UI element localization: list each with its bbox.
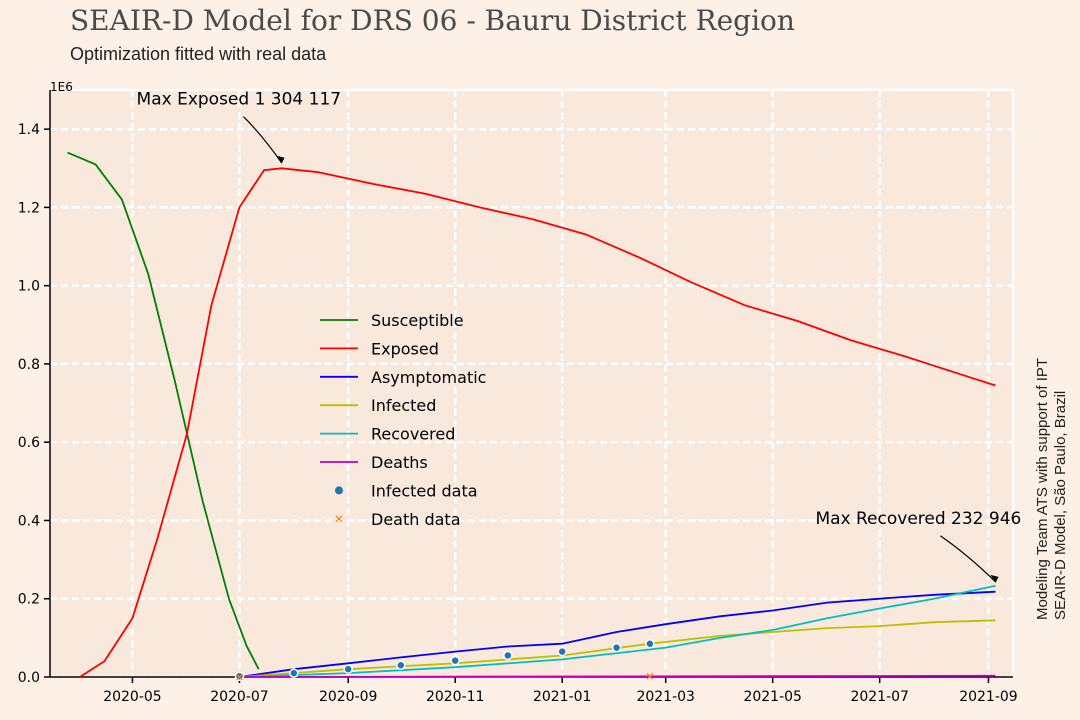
x-tick-label: 2020-07 [210, 689, 269, 705]
legend-label-exposed: Exposed [371, 339, 439, 358]
marker-infected-data [611, 642, 622, 653]
marker-infected-data [289, 668, 299, 678]
x-tick-label: 2021-03 [636, 689, 695, 705]
marker-infected-data [450, 655, 460, 666]
x-tick-label: 2021-07 [850, 689, 909, 705]
annotations: Max Exposed 1 304 117 Max Recovered 232 9… [137, 90, 1021, 583]
chart-title: SEAIR-D Model for DRS 06 - Bauru Distric… [70, 4, 795, 37]
series-line-deaths [239, 674, 996, 678]
credits-line-2: SEAIR-D Model, São Paulo, Brazil [1052, 390, 1069, 620]
legend-label-infected-data: Infected data [371, 481, 478, 500]
series-line-susceptible [67, 151, 260, 670]
y-tick-label: 0.2 [18, 592, 40, 608]
annotation-arrowhead [990, 574, 999, 583]
annotation-max-recovered: Max Recovered 232 946 [815, 509, 1021, 529]
y-scale-label: 1E6 [50, 80, 73, 94]
legend-swatch-infected-data [335, 486, 343, 495]
series-line-asymptomatic [239, 590, 996, 678]
legend-label-death-data: Death data [371, 510, 461, 529]
data-markers [234, 638, 655, 681]
credits-line-1: Modeling Team ATS with support of IPT [1034, 357, 1051, 620]
annotation-arrow [940, 535, 996, 583]
x-tick-label: 2020-05 [103, 689, 162, 705]
marker-infected-data [396, 660, 406, 671]
x-tick-label: 2020-11 [426, 689, 485, 705]
x-tick-label: 2021-01 [533, 689, 592, 705]
y-tick-label: 0.8 [18, 357, 40, 373]
y-tick-label: 0.6 [18, 435, 40, 451]
annotation-max-exposed: Max Exposed 1 304 117 [137, 90, 342, 110]
series-line-recovered [239, 584, 996, 678]
x-tick-label: 2021-09 [959, 689, 1018, 705]
series-line-exposed [79, 167, 996, 678]
legend-label-deaths: Deaths [371, 453, 428, 472]
marker-infected-data [503, 650, 513, 661]
y-tick-label: 0.0 [18, 670, 40, 686]
chart-subtitle: Optimization fitted with real data [70, 44, 327, 64]
y-tick-label: 0.4 [18, 513, 40, 529]
x-tick-label: 2021-05 [743, 689, 802, 705]
y-tick-label: 1.0 [18, 279, 40, 295]
marker-death-data [646, 672, 654, 680]
x-tick-label: 2020-09 [319, 689, 378, 705]
plot-background [49, 89, 1014, 678]
legend-label-infected: Infected [371, 396, 436, 415]
legend-swatch-death-data [335, 515, 343, 523]
marker-infected-data [343, 664, 353, 674]
y-tick-label: 1.4 [18, 122, 40, 138]
y-tick-label: 1.2 [18, 200, 40, 216]
ticks: 2020-05 2020-07 2020-09 2020-11 2021-01 2021-… [18, 122, 1018, 705]
marker-death-data [236, 673, 243, 681]
legend: Susceptible Exposed Asymptomatic Infected Re… [320, 311, 486, 529]
series-line-infected [239, 619, 996, 678]
legend-label-asymptomatic: Asymptomatic [371, 368, 486, 387]
marker-infected-data [645, 638, 655, 649]
legend-label-susceptible: Susceptible [371, 311, 464, 330]
annotation-arrowhead [276, 155, 285, 164]
grid [50, 90, 1013, 679]
series-layer [67, 151, 996, 678]
legend-label-recovered: Recovered [371, 425, 455, 444]
marker-infected-data [557, 646, 567, 657]
